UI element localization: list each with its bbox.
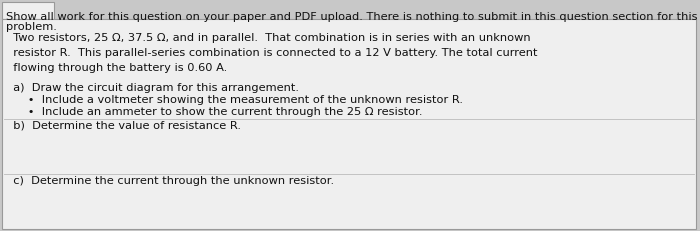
FancyBboxPatch shape bbox=[2, 19, 696, 229]
Text: problem.: problem. bbox=[6, 22, 57, 32]
Text: b)  Determine the value of resistance R.: b) Determine the value of resistance R. bbox=[6, 121, 241, 131]
FancyBboxPatch shape bbox=[2, 2, 54, 19]
Text: c)  Determine the current through the unknown resistor.: c) Determine the current through the unk… bbox=[6, 176, 334, 186]
Text: Show all work for this question on your paper and PDF upload. There is nothing t: Show all work for this question on your … bbox=[6, 12, 697, 22]
Text: Two resistors, 25 Ω, 37.5 Ω, and in parallel.  That combination is in series wit: Two resistors, 25 Ω, 37.5 Ω, and in para… bbox=[6, 33, 538, 73]
Text: •  Include a voltmeter showing the measurement of the unknown resistor R.: • Include a voltmeter showing the measur… bbox=[6, 95, 463, 105]
Text: a)  Draw the circuit diagram for this arrangement.: a) Draw the circuit diagram for this arr… bbox=[6, 83, 299, 93]
Text: •  Include an ammeter to show the current through the 25 Ω resistor.: • Include an ammeter to show the current… bbox=[6, 107, 423, 117]
